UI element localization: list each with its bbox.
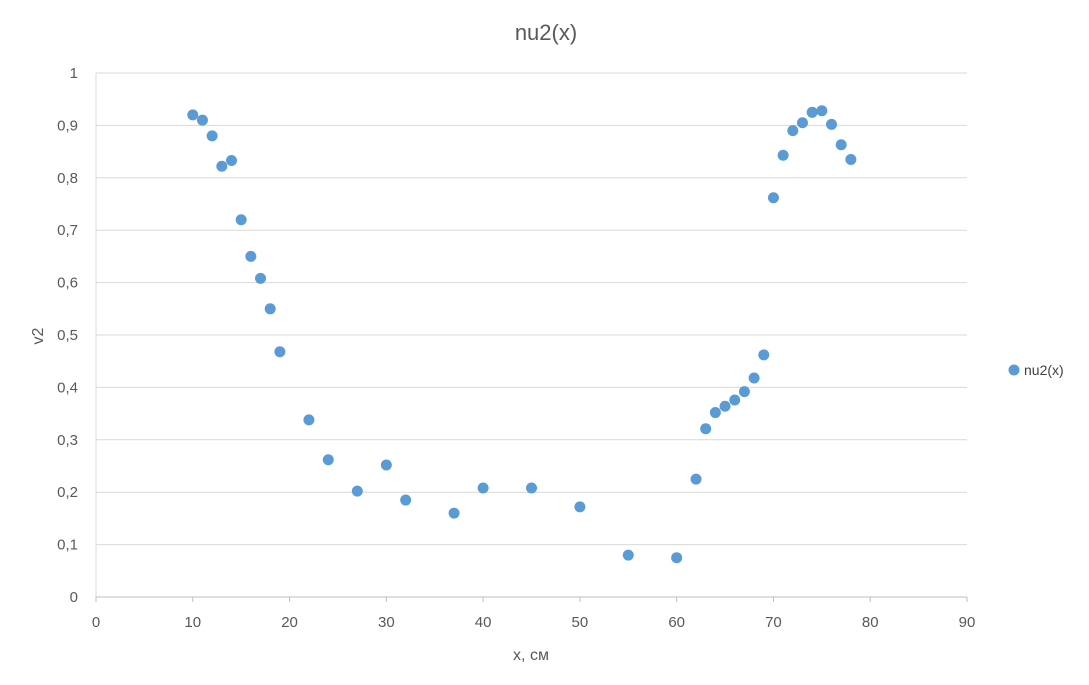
legend-label: nu2(x) xyxy=(1024,362,1064,378)
y-tick-label: 0,2 xyxy=(57,484,78,501)
data-point xyxy=(738,386,750,398)
x-tick-label: 90 xyxy=(959,614,976,631)
y-tick-label: 0,5 xyxy=(57,327,78,344)
gridlines xyxy=(95,72,968,602)
data-point xyxy=(796,117,808,129)
x-tick-label: 60 xyxy=(668,614,685,631)
x-tick-labels: 0 10 20 30 40 50 60 70 80 90 xyxy=(92,614,976,631)
y-tick-label: 0 xyxy=(70,589,78,606)
data-point xyxy=(777,149,789,161)
data-point xyxy=(400,494,412,506)
data-point xyxy=(216,160,228,172)
data-point xyxy=(816,105,828,117)
data-point xyxy=(303,414,315,426)
data-point xyxy=(245,250,257,262)
data-point xyxy=(196,114,208,126)
y-tick-label: 0,4 xyxy=(57,379,78,396)
data-point xyxy=(767,192,779,204)
y-axis-label: v2 xyxy=(30,327,47,344)
legend: nu2(x) xyxy=(1008,362,1064,378)
y-tick-label: 0,7 xyxy=(57,222,78,239)
data-point xyxy=(671,552,683,564)
data-point xyxy=(206,130,218,142)
data-point xyxy=(322,454,334,466)
y-tick-label: 1 xyxy=(70,65,78,82)
data-point xyxy=(748,372,760,384)
chart-title: nu2(x) xyxy=(515,20,577,45)
y-tick-label: 0,1 xyxy=(57,537,78,554)
data-point xyxy=(729,394,741,406)
data-point xyxy=(709,407,721,419)
data-point xyxy=(700,423,712,435)
x-tick-label: 50 xyxy=(572,614,589,631)
y-tick-label: 0,3 xyxy=(57,432,78,449)
x-tick-label: 30 xyxy=(378,614,395,631)
x-tick-label: 0 xyxy=(92,614,100,631)
data-point xyxy=(845,153,857,165)
data-points xyxy=(187,105,857,564)
data-point xyxy=(264,303,276,315)
data-point xyxy=(758,349,770,361)
x-tick-label: 70 xyxy=(765,614,782,631)
data-point xyxy=(380,459,392,471)
data-point xyxy=(526,482,537,494)
data-point xyxy=(690,473,702,485)
y-tick-labels: 0 0,1 0,2 0,3 0,4 0,5 0,6 0,7 0,8 0,9 1 xyxy=(57,65,78,606)
y-tick-label: 0,9 xyxy=(57,117,78,134)
data-point xyxy=(255,272,267,284)
data-point xyxy=(806,106,818,118)
data-point xyxy=(477,482,489,494)
x-tick-label: 20 xyxy=(281,614,298,631)
data-point xyxy=(274,346,286,358)
data-point xyxy=(719,400,731,412)
y-tick-label: 0,6 xyxy=(57,275,78,292)
data-point xyxy=(187,109,199,121)
data-point xyxy=(574,501,586,513)
legend-marker xyxy=(1008,364,1020,376)
y-tick-label: 0,8 xyxy=(57,170,78,187)
data-point xyxy=(225,155,237,167)
x-tick-label: 10 xyxy=(184,614,201,631)
data-point xyxy=(826,118,838,130)
data-point xyxy=(235,214,247,226)
x-axis-label: x, см xyxy=(513,647,549,664)
x-tick-label: 80 xyxy=(862,614,879,631)
data-point xyxy=(448,507,460,519)
data-point xyxy=(787,125,799,137)
data-point xyxy=(835,139,847,151)
data-point xyxy=(351,485,363,497)
x-tick-label: 40 xyxy=(475,614,492,631)
data-point xyxy=(622,549,634,561)
